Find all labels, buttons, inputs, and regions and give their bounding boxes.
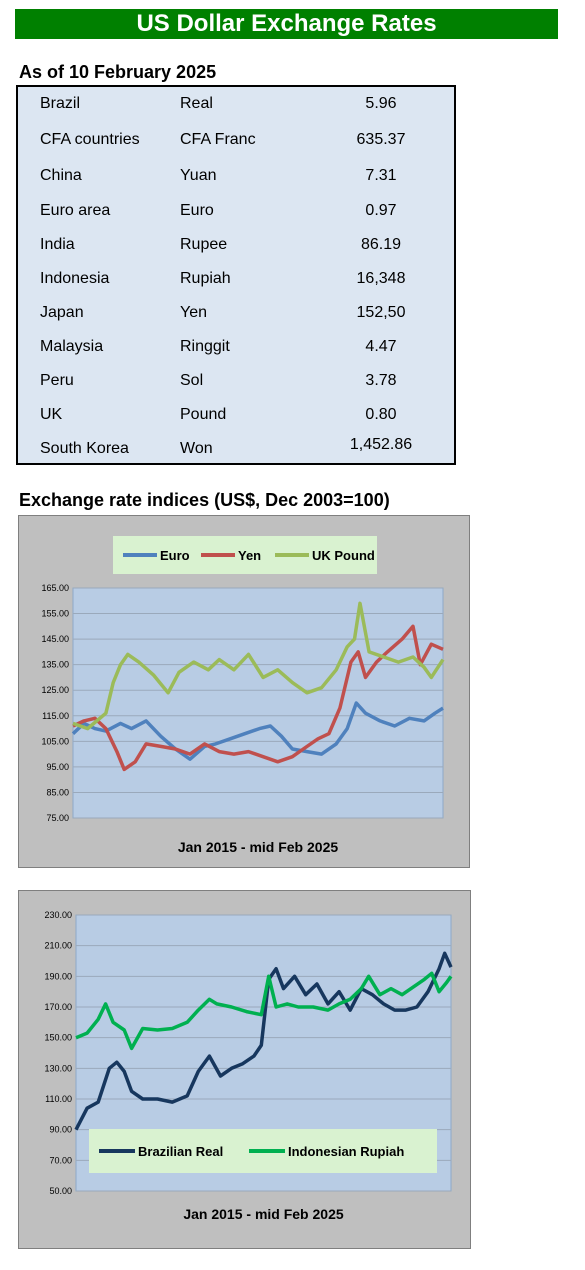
y-tick-label: 150.00 [44,1033,72,1043]
y-tick-label: 135.00 [41,660,69,670]
rate-row: CFA countries CFA Franc 635.37 [18,131,454,151]
y-tick-label: 105.00 [41,736,69,746]
series-line-indonesian-rupiah [75,971,453,1051]
series-line-yen [72,624,444,772]
rate-country: CFA countries [40,131,140,148]
emerging-currencies-chart: 230.00 210.00 190.00 170.00 150.00 130.00 110.… [18,890,471,1249]
rate-row: South Korea Won 1,452.86 [18,436,454,460]
rate-value: 1,452.86 [349,436,413,453]
rate-currency: Sol [180,372,204,389]
y-tick-label: 130.00 [44,1063,72,1073]
rate-country: India [40,236,75,253]
rate-country: UK [40,406,63,423]
rate-value: 5.96 [365,95,397,112]
rate-currency: Rupee [180,236,228,253]
y-tick-label: 70.00 [49,1155,72,1165]
series-line-euro [71,701,444,761]
rate-value: 635.37 [356,131,406,148]
y-tick-label: 145.00 [41,634,69,644]
rate-row: Euro area Euro 0.97 [18,202,454,222]
y-tick-label: 230.00 [44,910,72,920]
legend-label: Brazilian Real [138,1144,223,1159]
page-title-banner: US Dollar Exchange Rates [15,9,558,39]
rate-value: 7.31 [365,167,397,184]
rate-value: 4.47 [365,338,397,355]
rate-row: Indonesia Rupiah 16,348 [18,270,454,290]
rate-value: 16,348 [356,270,406,287]
rate-country: Peru [40,372,74,389]
x-axis-label: Jan 2015 - mid Feb 2025 [178,839,339,855]
y-tick-label: 155.00 [41,609,69,619]
rate-row: Japan Yen 152,50 [18,304,454,324]
rate-currency: Yuan [180,167,217,184]
y-tick-label: 75.00 [46,813,69,823]
legend-label: Indonesian Rupiah [288,1144,404,1159]
rate-country: Brazil [40,95,81,112]
rate-value: 152,50 [356,304,406,321]
rate-value: 86.19 [360,236,402,253]
rate-row: China Yuan 7.31 [18,167,454,187]
legend-label: Yen [238,548,261,563]
x-axis-label: Jan 2015 - mid Feb 2025 [183,1206,344,1222]
legend-label: UK Pound [312,548,375,563]
rate-row: UK Pound 0.80 [18,406,454,426]
legend-label: Euro [160,548,190,563]
rate-value: 3.78 [365,372,397,389]
rate-currency: Yen [180,304,207,321]
rate-currency: Won [180,440,213,457]
rate-country: Malaysia [40,338,104,355]
rate-value: 0.80 [365,406,397,423]
series-line-uk-pound [72,601,445,731]
as-of-date: As of 10 February 2025 [19,62,217,82]
y-tick-label: 165.00 [41,583,69,593]
rate-country: Indonesia [40,270,110,287]
rate-country: Euro area [40,202,111,219]
rate-country: Japan [40,304,84,321]
rate-value: 0.97 [365,202,397,219]
y-tick-label: 190.00 [44,971,72,981]
rate-row: Peru Sol 3.78 [18,372,454,392]
y-tick-label: 95.00 [46,762,69,772]
rate-currency: Real [180,95,213,112]
y-tick-label: 210.00 [44,941,72,951]
rate-currency: Euro [180,202,214,219]
rate-currency: Rupiah [180,270,231,287]
y-tick-label: 170.00 [44,1002,72,1012]
y-tick-label: 90.00 [49,1125,72,1135]
major-currencies-chart-svg: 165.00 155.00 145.00 135.00 125.00 115.00 105.… [41,536,445,855]
y-tick-label: 115.00 [42,711,69,721]
plot-area [72,587,444,819]
rate-currency: CFA Franc [180,131,256,148]
rate-currency: Pound [180,406,227,423]
exchange-rate-table: Brazil Real 5.96 CFA countries CFA Franc 635.… [16,85,456,465]
y-tick-label: 50.00 [49,1186,72,1196]
rate-country: China [40,167,82,184]
rate-row: India Rupee 86.19 [18,236,454,256]
rate-row: Brazil Real 5.96 [18,95,454,115]
rate-row: Malaysia Ringgit 4.47 [18,338,454,358]
major-currencies-chart: 165.00 155.00 145.00 135.00 125.00 115.00 105.… [18,515,470,868]
indices-title: Exchange rate indices (US$, Dec 2003=100… [19,490,390,510]
y-tick-label: 85.00 [46,787,69,797]
y-tick-label: 125.00 [41,685,69,695]
y-tick-label: 110.00 [45,1094,72,1104]
page-title: US Dollar Exchange Rates [136,10,437,37]
emerging-currencies-chart-svg: 230.00 210.00 190.00 170.00 150.00 130.00 110.… [44,910,453,1222]
rate-currency: Ringgit [180,338,230,355]
rate-country: South Korea [40,440,129,457]
